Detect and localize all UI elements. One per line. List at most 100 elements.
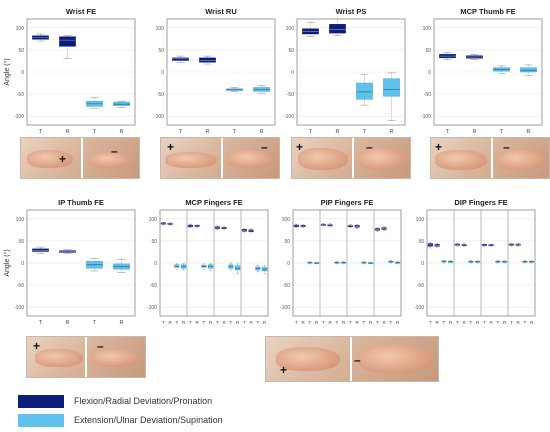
y-tick-label: 0: [21, 261, 24, 267]
box-flexion: [321, 223, 326, 226]
photo-divider: [352, 138, 354, 178]
y-tick-label: -100: [147, 305, 157, 311]
y-tick-label: -50: [157, 92, 164, 98]
x-tick-label: T: [443, 320, 446, 325]
chart-panel: MCP Thumb FE -100 -50 0 50 100 T R T R: [421, 7, 542, 135]
box-body: [199, 58, 215, 62]
legend-label-flexion: Flexion/Radial Deviation/Pronation: [74, 395, 212, 408]
x-tick-label: T: [309, 320, 312, 325]
plus-sign: +: [167, 140, 174, 154]
box-flexion: [435, 244, 440, 248]
chart-title: Wrist FE: [66, 7, 96, 16]
y-axis-label: Angle (°): [3, 249, 11, 276]
wrist-ru-photo: + –: [160, 137, 280, 179]
y-tick-label: 50: [284, 239, 290, 245]
box-flexion: [32, 34, 48, 41]
box-flexion: [301, 225, 306, 228]
box-extension: [496, 260, 501, 263]
box-extension: [523, 260, 528, 263]
box-flexion: [329, 19, 345, 36]
box-flexion: [32, 247, 48, 253]
y-tick-label: -50: [283, 283, 290, 289]
box-flexion: [439, 53, 455, 60]
y-tick-label: -100: [280, 305, 290, 311]
x-tick-label: R: [396, 320, 400, 325]
box-body: [172, 58, 188, 61]
y-tick-label: 0: [161, 70, 164, 76]
legend-item-flexion: Flexion/Radial Deviation/Pronation: [18, 395, 338, 409]
x-tick-label: T: [230, 320, 233, 325]
x-tick-label: R: [356, 320, 360, 325]
box-flexion: [428, 243, 433, 248]
box-flexion: [328, 224, 333, 227]
x-tick-label: R: [517, 320, 521, 325]
box-flexion: [168, 222, 173, 225]
box-extension: [208, 264, 213, 271]
photo-divider: [350, 337, 352, 381]
box-extension: [256, 266, 261, 272]
chart-title: DIP Fingers FE: [454, 198, 507, 207]
y-tick-label: 0: [421, 261, 424, 267]
x-tick-label: R: [169, 320, 173, 325]
y-tick-label: 100: [423, 26, 432, 32]
box-extension: [113, 259, 129, 272]
box-flexion: [195, 225, 200, 228]
box-flexion: [302, 23, 318, 37]
x-tick-label: R: [390, 129, 394, 135]
box-extension: [502, 261, 507, 263]
hand-image: [35, 349, 83, 367]
x-tick-label: T: [349, 320, 352, 325]
box-flexion: [199, 56, 215, 64]
x-tick-label: T: [295, 320, 298, 325]
chart-title: IP Thumb FE: [58, 198, 104, 207]
x-tick-label: T: [390, 320, 393, 325]
box-flexion: [509, 244, 514, 247]
box-extension: [86, 98, 102, 109]
chart-title: Wrist PS: [336, 7, 367, 16]
box-extension: [335, 261, 340, 264]
x-tick-label: R: [503, 320, 507, 325]
y-tick-label: -100: [414, 305, 424, 311]
box-extension: [356, 74, 372, 105]
y-tick-label: 50: [18, 48, 24, 54]
x-tick-label: R: [182, 320, 186, 325]
y-tick-label: -50: [287, 92, 294, 98]
box-extension: [368, 262, 373, 264]
box-flexion: [172, 56, 188, 62]
y-tick-label: -50: [424, 92, 431, 98]
box-flexion: [242, 229, 247, 233]
box-extension: [395, 261, 400, 264]
minus-sign: –: [366, 140, 373, 154]
y-tick-label: -50: [17, 92, 24, 98]
x-tick-label: R: [336, 129, 340, 135]
box-body: [329, 24, 345, 33]
mcp-thumb-fe-photo: + –: [430, 137, 550, 179]
plus-sign: +: [435, 140, 442, 154]
x-tick-label: R: [209, 320, 213, 325]
box-extension: [253, 85, 269, 93]
fingers-fe-photo: + –: [265, 336, 439, 382]
chart-panel: MCP Fingers FE-100-50050100T R T R T R T R T R T R T…: [147, 198, 268, 325]
y-tick-label: 0: [428, 70, 431, 76]
box-extension: [226, 87, 242, 91]
wrist-fe-photo: + –: [20, 137, 140, 179]
y-tick-label: 0: [291, 70, 294, 76]
box-body: [59, 37, 75, 47]
box-extension: [493, 66, 509, 74]
box-extension: [262, 266, 267, 274]
x-tick-label: T: [497, 320, 500, 325]
y-tick-label: 50: [151, 239, 157, 245]
plus-sign: +: [280, 363, 287, 377]
x-tick-label: R: [260, 129, 264, 135]
chart-title: MCP Thumb FE: [460, 7, 515, 16]
box-body: [113, 102, 129, 106]
x-tick-label: R: [530, 320, 534, 325]
x-tick-label: R: [315, 320, 319, 325]
box-flexion: [249, 229, 254, 232]
y-tick-label: 50: [18, 239, 24, 245]
box-body: [235, 266, 240, 270]
y-tick-label: -100: [284, 114, 294, 120]
wrist-ps-photo: + –: [291, 137, 411, 179]
box-extension: [235, 264, 240, 274]
x-tick-label: T: [336, 320, 339, 325]
